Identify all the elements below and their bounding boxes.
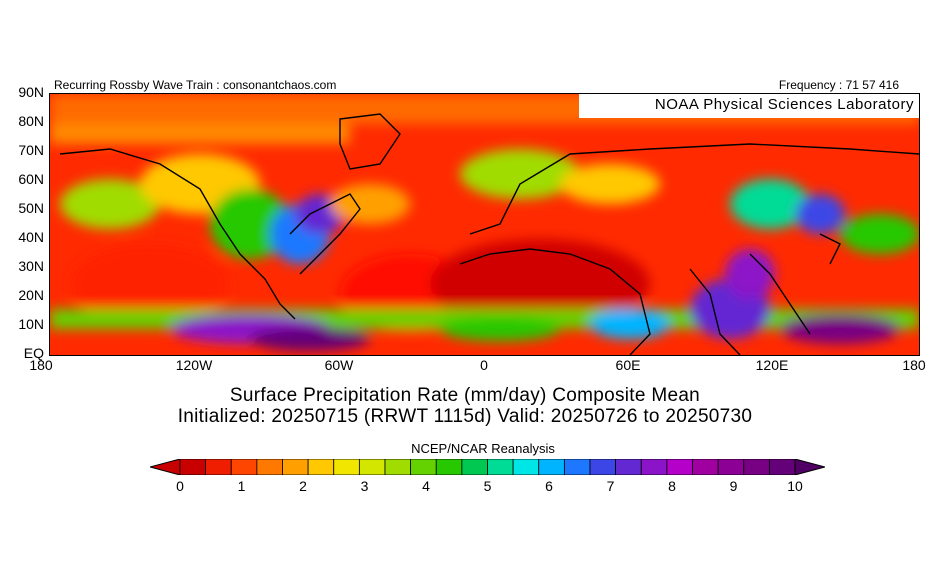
lat-label-10n: 10N bbox=[18, 316, 44, 332]
colorbar bbox=[150, 459, 825, 475]
colorbar-swatch bbox=[307, 459, 335, 475]
colorbar-swatch bbox=[358, 459, 386, 475]
lat-label-90n: 90N bbox=[18, 84, 44, 100]
header-left-text: Recurring Rossby Wave Train : consonantc… bbox=[54, 78, 337, 92]
precipitation-map-graphic bbox=[50, 94, 919, 355]
colorbar-low-arrow bbox=[150, 459, 181, 475]
colorbar-tick-label: 9 bbox=[729, 478, 738, 494]
lon-label-180w: 180 bbox=[29, 357, 53, 373]
colorbar-label: NCEP/NCAR Reanalysis bbox=[411, 441, 555, 456]
colorbar-swatch bbox=[333, 459, 360, 475]
colorbar-swatch bbox=[230, 459, 258, 475]
colorbar-swatch bbox=[410, 459, 437, 475]
lon-label-0: 0 bbox=[480, 357, 488, 373]
lat-label-30n: 30N bbox=[18, 258, 44, 274]
colorbar-swatch bbox=[666, 459, 693, 475]
lon-label-60w: 60W bbox=[324, 357, 354, 373]
colorbar-swatch bbox=[563, 459, 591, 475]
colorbar-tick-label: 2 bbox=[299, 478, 307, 494]
colorbar-swatch bbox=[768, 459, 796, 475]
colorbar-tick-label: 7 bbox=[606, 478, 615, 494]
colorbar-swatch bbox=[692, 459, 719, 475]
colorbar-swatch bbox=[538, 459, 565, 475]
lat-label-eq: EQ bbox=[23, 345, 44, 361]
lon-label-180e: 180 bbox=[902, 357, 926, 373]
lon-label-60e: 60E bbox=[615, 357, 641, 373]
colorbar-tick-label: 0 bbox=[176, 478, 184, 494]
colorbar-tick-label: 10 bbox=[787, 478, 803, 494]
colorbar-swatch bbox=[743, 459, 770, 475]
colorbar-swatch bbox=[461, 459, 488, 475]
colorbar-swatch bbox=[512, 459, 540, 475]
colorbar-tick-label: 1 bbox=[237, 478, 246, 494]
colorbar-swatch bbox=[615, 459, 642, 475]
colorbar-swatch bbox=[487, 459, 514, 475]
colorbar-swatch bbox=[640, 459, 668, 475]
lon-label-120e: 120E bbox=[755, 357, 789, 373]
colorbar-tick-label: 5 bbox=[483, 478, 492, 494]
lon-label-120w: 120W bbox=[175, 357, 213, 373]
colorbar-tick-label: 6 bbox=[545, 478, 553, 494]
colorbar-tick-label: 3 bbox=[360, 478, 369, 494]
colorbar-high-arrow bbox=[794, 459, 825, 475]
lat-label-70n: 70N bbox=[18, 142, 44, 158]
colorbar-swatch bbox=[589, 459, 617, 475]
lab-label: NOAA Physical Sciences Laboratory bbox=[579, 94, 919, 118]
colorbar-swatch bbox=[282, 459, 309, 475]
title-line-1: Surface Precipitation Rate (mm/day) Comp… bbox=[229, 385, 701, 406]
precipitation-map: NOAA Physical Sciences Laboratory bbox=[49, 93, 920, 356]
lat-label-50n: 50N bbox=[18, 200, 44, 216]
colorbar-swatch bbox=[435, 459, 463, 475]
title-line-2: Initialized: 20250715 (RRWT 1115d) Valid… bbox=[177, 406, 753, 427]
colorbar-tick-label: 4 bbox=[422, 478, 430, 494]
lat-label-60n: 60N bbox=[18, 171, 44, 187]
colorbar-swatch bbox=[717, 459, 745, 475]
colorbar-swatch bbox=[256, 459, 283, 475]
colorbar-swatch bbox=[384, 459, 412, 475]
lat-label-20n: 20N bbox=[18, 287, 44, 303]
lat-label-40n: 40N bbox=[18, 229, 44, 245]
lat-label-80n: 80N bbox=[18, 113, 44, 129]
colorbar-swatch bbox=[205, 459, 232, 475]
colorbar-tick-label: 8 bbox=[668, 478, 676, 494]
colorbar-swatch bbox=[179, 459, 207, 475]
header-right-text: Frequency : 71 57 416 bbox=[778, 78, 899, 92]
